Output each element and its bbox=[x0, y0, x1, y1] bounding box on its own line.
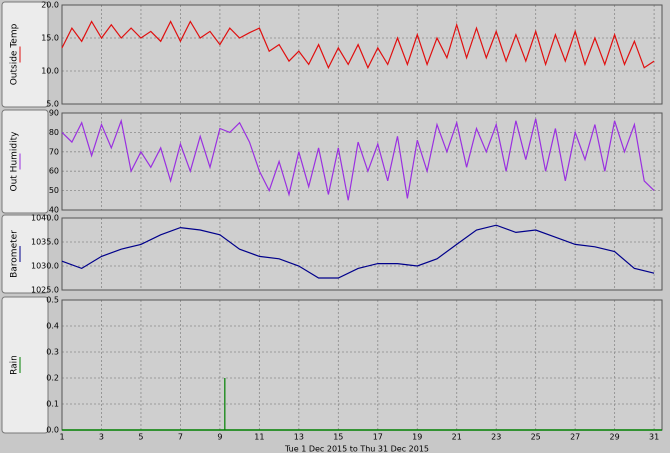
chart-label: Barometer bbox=[10, 230, 20, 278]
y-tick-label: 1030.0 bbox=[31, 262, 59, 271]
x-tick-label: 1 bbox=[59, 433, 64, 442]
y-tick-label: 1040.0 bbox=[31, 214, 59, 223]
y-tick-label: 20.0 bbox=[41, 1, 59, 10]
x-tick-label: 9 bbox=[217, 433, 222, 442]
y-tick-label: 70 bbox=[49, 147, 59, 156]
y-tick-label: 0.5 bbox=[46, 296, 59, 305]
x-tick-label: 5 bbox=[138, 433, 143, 442]
y-tick-label: 0.0 bbox=[46, 426, 59, 435]
y-tick-label: 0.4 bbox=[46, 322, 59, 331]
x-tick-label: 29 bbox=[610, 433, 620, 442]
plot-frame bbox=[61, 217, 663, 291]
x-tick-label: 17 bbox=[373, 433, 383, 442]
chart-button[interactable] bbox=[1, 296, 49, 434]
chart-label: Out Humidity bbox=[10, 131, 20, 192]
x-tick-label: 15 bbox=[333, 433, 343, 442]
y-tick-label: 80 bbox=[49, 128, 59, 137]
x-tick-label: 31 bbox=[649, 433, 659, 442]
plot-area bbox=[62, 218, 662, 290]
y-tick-label: 90 bbox=[49, 109, 59, 118]
data-line bbox=[61, 118, 655, 201]
y-tick-label: 5.0 bbox=[46, 100, 59, 109]
plot-area bbox=[62, 300, 662, 430]
x-tick-label: 23 bbox=[491, 433, 501, 442]
x-tick-label: 27 bbox=[570, 433, 580, 442]
x-tick-label: 21 bbox=[452, 433, 462, 442]
x-tick-label: 13 bbox=[294, 433, 304, 442]
x-tick-label: 25 bbox=[531, 433, 541, 442]
bar bbox=[224, 378, 226, 430]
plot-frame bbox=[61, 4, 663, 105]
chart-button[interactable] bbox=[1, 214, 49, 294]
chart-button[interactable] bbox=[1, 109, 49, 214]
plot-frame bbox=[61, 112, 663, 211]
chart-label: Rain bbox=[10, 355, 20, 375]
y-tick-label: 40 bbox=[49, 206, 59, 215]
y-tick-label: 1025.0 bbox=[31, 286, 59, 295]
data-line bbox=[61, 224, 655, 279]
y-tick-label: 0.1 bbox=[46, 400, 59, 409]
x-tick-label: 19 bbox=[412, 433, 422, 442]
y-tick-label: 10.0 bbox=[41, 67, 59, 76]
y-tick-label: 15.0 bbox=[41, 34, 59, 43]
y-tick-label: 1035.0 bbox=[31, 238, 59, 247]
y-tick-label: 0.3 bbox=[46, 348, 59, 357]
y-tick-label: 50 bbox=[49, 186, 59, 195]
y-tick-label: 0.2 bbox=[46, 374, 59, 383]
plot-area bbox=[62, 113, 662, 210]
x-tick-label: 7 bbox=[178, 433, 183, 442]
x-tick-label: 11 bbox=[254, 433, 264, 442]
y-tick-label: 60 bbox=[49, 167, 59, 176]
x-axis-label: Tue 1 Dec 2015 to Thu 31 Dec 2015 bbox=[284, 445, 429, 453]
x-tick-label: 3 bbox=[99, 433, 104, 442]
data-line bbox=[61, 20, 655, 70]
chart-button[interactable] bbox=[1, 1, 49, 108]
chart-label: Outside Temp bbox=[10, 23, 20, 85]
